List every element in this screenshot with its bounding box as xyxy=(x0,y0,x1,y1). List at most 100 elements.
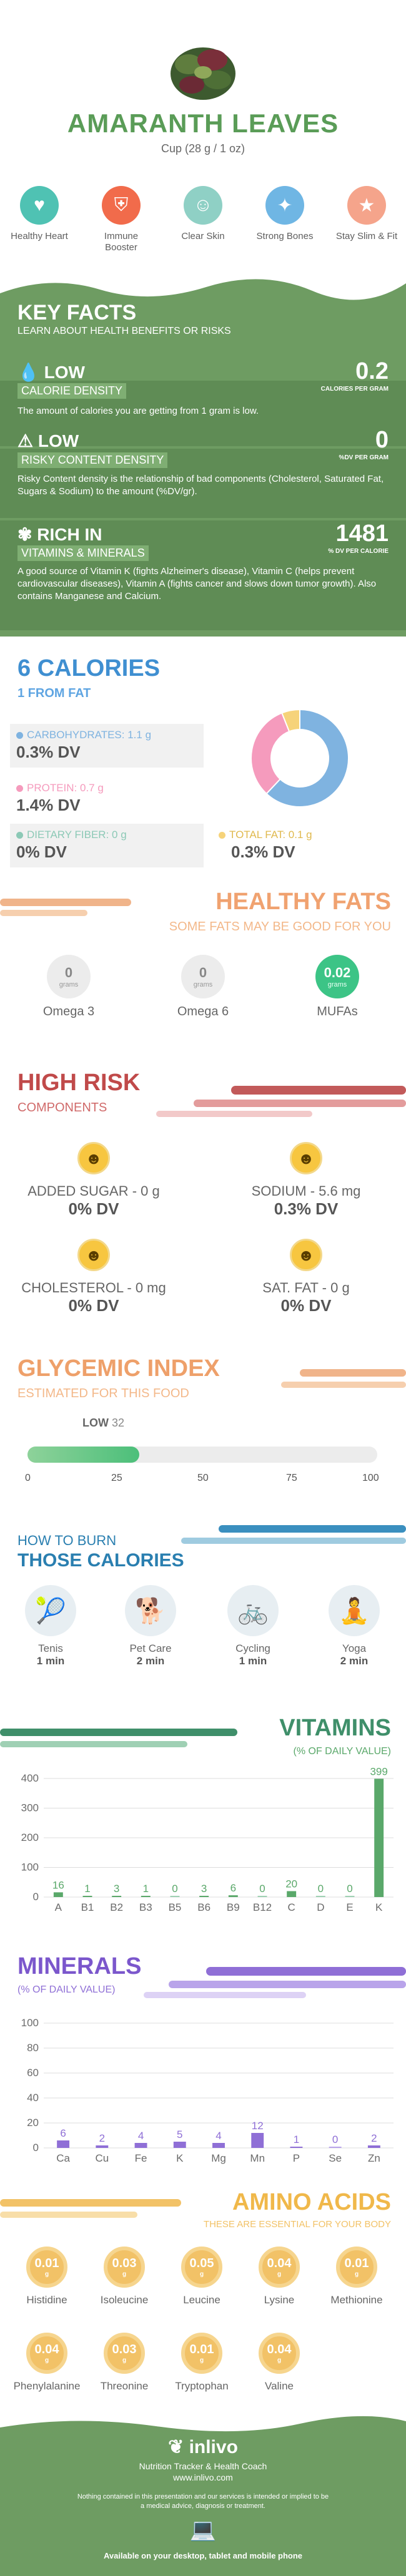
bar-Cu xyxy=(96,2145,109,2148)
fat-label: TOTAL FAT: 0.1 g xyxy=(229,829,312,841)
footer-url[interactable]: www.inlivo.com xyxy=(173,2472,233,2482)
rich-value: 1481 xyxy=(335,520,389,547)
bar-K xyxy=(374,1778,384,1897)
fiber-dot xyxy=(16,832,23,839)
risk-dv: 0% DV xyxy=(280,1296,332,1315)
calorie-density-desc: The amount of calories you are getting f… xyxy=(17,406,259,416)
bar-Ca xyxy=(57,2140,70,2148)
benefit-label: Clear Skin xyxy=(181,231,225,242)
mufas-value: 0.02 xyxy=(324,965,351,980)
footer-tagline: Nutrition Tracker & Health Coach xyxy=(139,2461,267,2471)
mufas-unit: grams xyxy=(327,981,347,988)
glycemic-tick-75: 75 xyxy=(286,1473,297,1483)
healthy-fats-stripes xyxy=(0,899,131,916)
calorie-density-value: 0.2 xyxy=(355,358,389,384)
fiber-label: DIETARY FIBER: 0 g xyxy=(27,829,127,841)
healthy-fats-title: HEALTHY FATS xyxy=(215,889,391,915)
burn-label: Yoga xyxy=(342,1642,367,1654)
amino-value: 0.01 xyxy=(34,2256,59,2270)
amino-coin: 0.05 g xyxy=(181,2247,222,2288)
bar-value-label: 0 xyxy=(318,1883,324,1895)
calories-subtitle: 1 FROM FAT xyxy=(17,686,91,700)
carbs-label: CARBOHYDRATES: 1.1 g xyxy=(27,729,152,741)
amino-label: Lysine xyxy=(264,2294,295,2306)
vitamins-subtitle: (% OF DAILY VALUE) xyxy=(293,1746,391,1757)
amino-stripes xyxy=(0,2199,181,2218)
risky-density-level: ⚠ LOW xyxy=(17,431,79,451)
burn-label: Tenis xyxy=(38,1642,63,1654)
amino-label: Valine xyxy=(265,2380,294,2392)
amino-subtitle: THESE ARE ESSENTIAL FOR YOUR BODY xyxy=(203,2219,391,2230)
protein-label: PROTEIN: 0.7 g xyxy=(27,782,104,794)
bar-value-label: 3 xyxy=(114,1883,119,1895)
mufas-label: MUFAs xyxy=(317,1005,358,1018)
protein-dot xyxy=(16,785,23,793)
bone-icon: ✦ xyxy=(265,186,304,225)
amino-threonine: 0.03 g Threonine xyxy=(90,2333,159,2393)
bar-value-label: 6 xyxy=(60,2127,66,2139)
amino-label: Leucine xyxy=(183,2294,220,2306)
amino-unit: g xyxy=(122,2271,127,2278)
amino-unit: g xyxy=(277,2271,282,2278)
amino-unit: g xyxy=(354,2271,359,2278)
level-text: LOW xyxy=(44,363,85,382)
amino-histidine: 0.01 g Histidine xyxy=(12,2247,81,2306)
vitamins-stripes xyxy=(0,1729,237,1747)
amino-leucine: 0.05 g Leucine xyxy=(167,2247,236,2306)
omega6-value: 0 xyxy=(199,965,207,980)
risky-density-name: RISKY CONTENT DENSITY xyxy=(17,452,168,468)
footer: ❦ inlivo Nutrition Tracker & Health Coac… xyxy=(0,2415,406,2576)
fat-mufas: 0.02 grams MUFAs xyxy=(300,955,375,1019)
glycemic-level: LOW xyxy=(82,1417,109,1429)
donut-slice-carbohydrates xyxy=(265,708,349,807)
omega3-unit: grams xyxy=(59,981,79,988)
smiley-icon: ☻ xyxy=(77,1142,110,1174)
x-tick-label: Cu xyxy=(95,2152,109,2164)
fat-row: TOTAL FAT: 0.1 g 0.3% DV xyxy=(212,824,394,867)
glycemic-stripes xyxy=(281,1369,406,1388)
risky-density-value: 0 xyxy=(375,427,389,453)
x-tick-label: A xyxy=(55,1901,62,1913)
amino-coin: 0.01 g xyxy=(336,2247,377,2288)
dog-walking-icon: 🐕 xyxy=(125,1585,176,1636)
amino-title: AMINO ACIDS xyxy=(232,2189,391,2215)
bar-B2 xyxy=(112,1896,122,1897)
bar-Mn xyxy=(251,2133,264,2148)
omega6-unit: grams xyxy=(193,981,213,988)
level-text: RICH IN xyxy=(37,525,102,544)
footer-brand: ❦ inlivo xyxy=(0,2436,406,2458)
risky-density-desc: Risky Content density is the relationshi… xyxy=(17,474,384,497)
bar-K xyxy=(173,2142,186,2148)
yoga-icon: 🧘 xyxy=(329,1585,380,1636)
fat-dv: 0.3% DV xyxy=(231,842,295,861)
amino-tryptophan: 0.01 g Tryptophan xyxy=(167,2333,236,2393)
rich-level: ✾ RICH IN xyxy=(17,525,102,544)
bar-value-label: 4 xyxy=(215,2130,221,2142)
amino-value: 0.04 xyxy=(267,2256,292,2270)
donut-slice-total-fat xyxy=(280,708,300,733)
y-tick-label: 100 xyxy=(21,1861,39,1873)
skin-icon: ☺ xyxy=(184,186,222,225)
amino-unit: g xyxy=(199,2271,204,2278)
x-tick-label: E xyxy=(346,1901,353,1913)
amino-coin: 0.03 g xyxy=(104,2333,145,2374)
shield-icon: ⛨ xyxy=(102,186,141,225)
carbs-row: CARBOHYDRATES: 1.1 g 0.3% DV xyxy=(10,724,204,768)
bar-D xyxy=(315,1896,325,1897)
risk-sodium: ☻ SODIUM - 5.6 mg 0.3% DV xyxy=(231,1142,381,1219)
healthy-fats-subtitle: SOME FATS MAY BE GOOD FOR YOU xyxy=(169,920,391,934)
bar-value-label: 2 xyxy=(371,2132,377,2144)
minerals-stripes xyxy=(144,1967,406,1998)
high-risk-subtitle: COMPONENTS xyxy=(17,1101,107,1115)
donut-slice-protein xyxy=(250,712,290,795)
amino-coin: 0.01 g xyxy=(181,2333,222,2374)
vitamins-title: VITAMINS xyxy=(279,1715,391,1741)
bar-value-label: 3 xyxy=(201,1883,207,1895)
y-tick-label: 300 xyxy=(21,1802,39,1814)
rich-unit: % DV PER CALORIE xyxy=(328,548,389,555)
footer-disclaimer: Nothing contained in this presentation a… xyxy=(77,2493,329,2510)
y-tick-label: 400 xyxy=(21,1772,39,1784)
bar-B12 xyxy=(257,1896,267,1897)
risk-label: ADDED SUGAR - 0 g xyxy=(27,1183,160,1199)
amino-coin: 0.04 g xyxy=(26,2333,67,2374)
